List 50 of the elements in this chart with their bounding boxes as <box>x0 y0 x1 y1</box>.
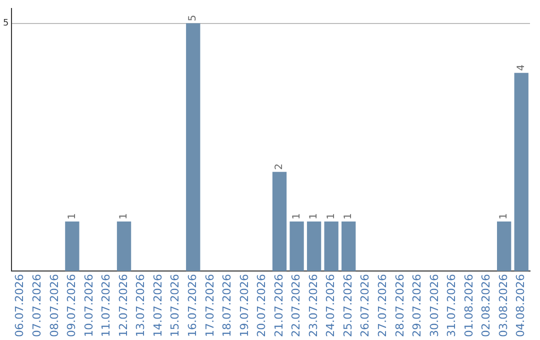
data-label: 2 <box>274 164 286 170</box>
bar <box>342 221 356 272</box>
bar <box>290 221 304 272</box>
data-label: 1 <box>308 213 320 220</box>
bar <box>272 172 287 272</box>
x-tick-label: 26.07.2026 <box>358 274 372 338</box>
x-tick-label: 21.07.2026 <box>272 274 286 338</box>
data-label: 1 <box>291 213 302 220</box>
x-tick-label: 02.08.2026 <box>480 274 493 338</box>
x-tick-label: 15.07.2026 <box>168 274 182 338</box>
bar <box>116 221 132 272</box>
data-label: 1 <box>66 213 78 220</box>
data-label: 1 <box>118 213 130 220</box>
x-tick-label: 03.08.2026 <box>496 274 510 338</box>
data-label: 1 <box>343 213 354 220</box>
x-tick-label: 31.07.2026 <box>445 274 458 338</box>
x-tick-label: 29.07.2026 <box>410 274 424 338</box>
data-label: 1 <box>498 213 510 220</box>
data-label: 5 <box>188 14 199 22</box>
x-tick-label: 17.07.2026 <box>203 274 216 338</box>
x-tick-label: 14.07.2026 <box>151 274 164 338</box>
bar <box>306 221 322 272</box>
x-tick-label: 18.07.2026 <box>220 274 234 338</box>
bar <box>65 221 80 272</box>
x-tick-label: 27.07.2026 <box>376 274 390 338</box>
x-tick-label: 06.07.2026 <box>13 274 26 338</box>
x-tick-label: 09.07.2026 <box>65 274 78 338</box>
x-tick-label: 08.07.2026 <box>48 274 61 338</box>
bar <box>324 221 338 272</box>
x-tick-label: 30.07.2026 <box>428 274 441 338</box>
x-tick-label: 16.07.2026 <box>186 274 199 338</box>
data-label: 1 <box>326 213 337 220</box>
x-tick-label: 25.07.2026 <box>341 274 354 338</box>
x-tick-label: 12.07.2026 <box>116 274 130 338</box>
x-tick-label: 24.07.2026 <box>324 274 338 338</box>
x-tick-label: 28.07.2026 <box>393 274 406 338</box>
bar <box>497 221 512 272</box>
data-label: 4 <box>516 64 527 71</box>
x-tick-label: 13.07.2026 <box>134 274 148 338</box>
x-tick-label: 07.07.2026 <box>30 274 44 338</box>
x-tick-label: 04.08.2026 <box>514 274 528 338</box>
x-tick-label: 22.07.2026 <box>290 274 303 338</box>
x-tick-label: 01.08.2026 <box>462 274 476 338</box>
x-tick-label: 10.07.2026 <box>82 274 96 338</box>
x-tick-label: 19.07.2026 <box>238 274 251 338</box>
x-tick-label: 11.07.2026 <box>100 274 113 338</box>
x-tick-label: 20.07.2026 <box>255 274 268 338</box>
bar <box>186 23 200 272</box>
x-tick-label: 23.07.2026 <box>306 274 320 338</box>
bar <box>514 72 528 272</box>
